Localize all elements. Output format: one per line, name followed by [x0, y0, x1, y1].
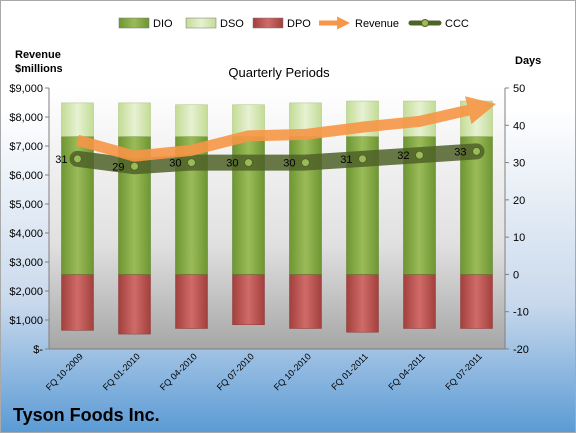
- revenue-line: [76, 96, 497, 162]
- ccc-point: [415, 150, 424, 160]
- dpo-bar: [289, 274, 322, 329]
- dpo-bar: [403, 274, 436, 329]
- dpo-bar: [346, 274, 379, 333]
- right-axis-tick-label: 0: [513, 269, 519, 281]
- left-axis-tick-label: $2,000: [9, 286, 43, 298]
- x-tick-label: FQ 01-2011: [329, 351, 370, 392]
- x-tick-label: FQ 07-2011: [443, 351, 484, 392]
- dpo-bar: [175, 274, 208, 329]
- left-axis-tick-label: $7,000: [9, 141, 43, 153]
- right-axis-tick-label: -10: [513, 307, 529, 319]
- plot-area-background: [49, 88, 505, 349]
- x-tick-label: FQ 04-2010: [158, 351, 199, 392]
- left-axis-subtitle: $millions: [15, 63, 63, 75]
- legend-label-dio: DIO: [153, 18, 173, 30]
- left-axis-tick-label: $5,000: [9, 199, 43, 211]
- ccc-data-label: 31: [55, 154, 67, 166]
- legend-marker-ccc: [421, 19, 429, 27]
- ccc-data-label: 31: [340, 154, 352, 166]
- dpo-bar: [232, 274, 265, 326]
- ccc-data-label: 33: [454, 146, 466, 158]
- left-axis-tick-label: $1,000: [9, 315, 43, 327]
- left-axis-tick-label: $8,000: [9, 112, 43, 124]
- ccc-point: [358, 154, 367, 164]
- ccc-point: [73, 154, 82, 164]
- legend-label-dpo: DPO: [287, 18, 311, 30]
- ccc-data-label: 30: [283, 158, 295, 170]
- ccc-data-label: 30: [169, 158, 181, 170]
- dso-bar: [61, 102, 94, 137]
- legend-swatch-dpo: [252, 17, 284, 29]
- dso-bar: [118, 102, 151, 137]
- legend-swatch-dio: [118, 17, 150, 29]
- right-axis-tick-label: 50: [513, 83, 525, 95]
- left-axis-tick-label: $6,000: [9, 170, 43, 182]
- dso-bar: [175, 104, 208, 137]
- x-tick-label: FQ 10-2010: [272, 351, 313, 392]
- ccc-point: [472, 146, 481, 156]
- x-tick-label: FQ 01-2010: [101, 351, 142, 392]
- left-axis-tick-label: $3,000: [9, 257, 43, 269]
- left-axis-tick-label: $9,000: [9, 83, 43, 95]
- legend-label-revenue: Revenue: [355, 18, 399, 30]
- left-axis-title: Revenue: [15, 49, 61, 61]
- x-tick-label: FQ 07-2010: [215, 351, 256, 392]
- legend-swatch-dso: [185, 17, 217, 29]
- right-axis-tick-label: 30: [513, 158, 525, 170]
- left-axis-tick-label: $4,000: [9, 228, 43, 240]
- ccc-line: [69, 143, 485, 175]
- legend-label-ccc: CCC: [445, 18, 469, 30]
- dpo-bar: [460, 274, 493, 329]
- ccc-data-label: 29: [112, 161, 124, 173]
- ccc-point: [130, 161, 139, 171]
- x-tick-label: FQ 04-2011: [386, 351, 427, 392]
- company-name: Tyson Foods Inc.: [13, 405, 160, 425]
- dpo-bar: [118, 274, 151, 335]
- ccc-point: [244, 158, 253, 168]
- right-axis-tick-label: 40: [513, 120, 525, 132]
- legend-label-dso: DSO: [220, 18, 244, 30]
- ccc-point: [187, 158, 196, 168]
- chart-title: Quarterly Periods: [228, 65, 330, 80]
- right-axis-tick-label: 10: [513, 232, 525, 244]
- x-tick-label: FQ 10-2009: [44, 351, 85, 392]
- right-axis-title: Days: [515, 55, 541, 67]
- ccc-data-label: 32: [397, 150, 409, 162]
- right-axis-tick-label: -20: [513, 344, 529, 356]
- dpo-bar: [61, 274, 94, 331]
- ccc-data-label: 30: [226, 158, 238, 170]
- left-axis-tick-label: $-: [33, 344, 43, 356]
- right-axis-tick-label: 20: [513, 195, 525, 207]
- ccc-point: [301, 158, 310, 168]
